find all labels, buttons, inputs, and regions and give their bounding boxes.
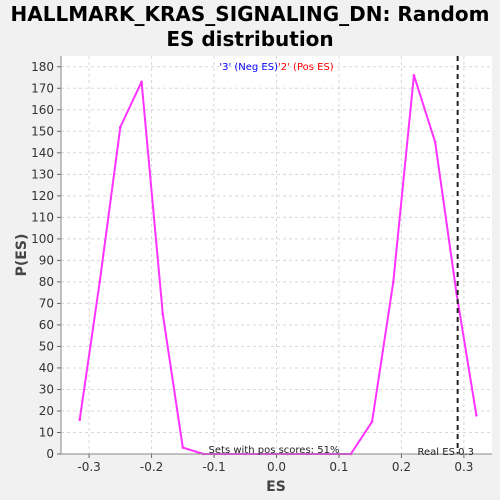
y-tick-label: 80 [39, 275, 54, 289]
y-tick-label: 170 [31, 81, 54, 95]
x-tick-label: -0.1 [202, 460, 225, 474]
x-axis-title: ES [266, 479, 286, 495]
y-tick-label: 10 [39, 425, 54, 439]
data-point [161, 312, 165, 316]
real-es-annotation: Real ES 0.3 [418, 447, 474, 458]
x-tick-label: 0.3 [454, 460, 473, 474]
data-point [412, 74, 416, 77]
grid [61, 56, 492, 454]
legend-neg-label: '3' (Neg ES) [219, 62, 278, 73]
chart-title: HALLMARK_KRAS_SIGNALING_DN: Random ES di… [10, 2, 490, 51]
y-tick-label: 140 [31, 146, 54, 160]
y-tick-label: 0 [46, 447, 54, 461]
data-point [475, 413, 478, 417]
y-tick-label: 50 [39, 339, 54, 353]
y-tick-label: 60 [39, 318, 54, 332]
x-tick-label: 0.1 [329, 460, 348, 474]
x-tick-label: -0.2 [140, 460, 163, 474]
y-tick-label: 160 [31, 103, 54, 117]
tick-labels: 0 10 20 30 40 50 60 70 80 90 100 110 120 130 140 150 160… [31, 60, 473, 474]
legend-pos-label: '2' (Pos ES) [278, 62, 334, 73]
axes [57, 56, 492, 458]
data-point [392, 280, 395, 284]
x-tick-label: -0.3 [77, 460, 100, 474]
y-tick-label: 70 [39, 296, 54, 310]
x-tick-label: 0.2 [392, 460, 411, 474]
data-point [181, 446, 185, 449]
y-tick-label: 30 [39, 382, 54, 396]
data-point [370, 420, 374, 424]
y-tick-label: 150 [31, 124, 54, 138]
data-point [140, 80, 143, 84]
x-tick-label: 0.0 [267, 460, 286, 474]
y-tick-label: 120 [31, 189, 54, 203]
y-tick-label: 130 [31, 167, 54, 181]
data-point [119, 125, 122, 129]
y-tick-label: 110 [31, 210, 54, 224]
y-tick-label: 20 [39, 404, 54, 418]
y-tick-label: 100 [31, 232, 54, 246]
y-axis-title: P(ES) [14, 234, 30, 277]
y-tick-label: 90 [39, 253, 54, 267]
y-tick-label: 40 [39, 361, 54, 375]
pos-scores-annotation: Sets with pos scores: 51% [209, 445, 340, 456]
data-point [433, 140, 437, 144]
data-point [78, 418, 82, 421]
data-point [98, 280, 102, 284]
y-tick-label: 180 [31, 60, 54, 74]
